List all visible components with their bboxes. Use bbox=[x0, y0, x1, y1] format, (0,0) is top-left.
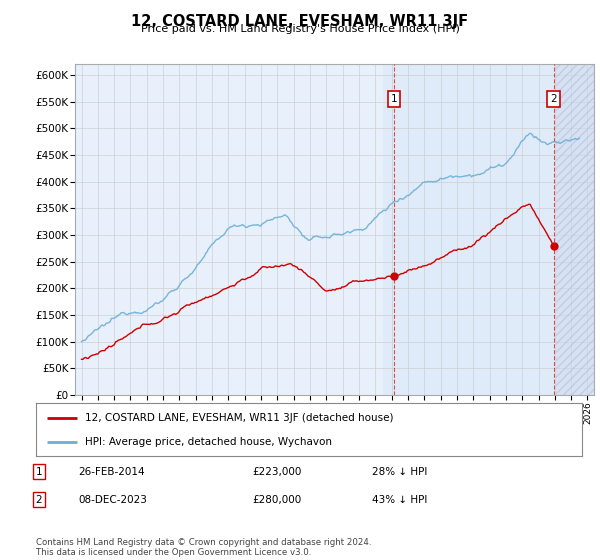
Text: Contains HM Land Registry data © Crown copyright and database right 2024.
This d: Contains HM Land Registry data © Crown c… bbox=[36, 538, 371, 557]
Text: 1: 1 bbox=[391, 94, 397, 104]
Text: 2: 2 bbox=[550, 94, 557, 104]
Text: 2: 2 bbox=[35, 494, 43, 505]
Bar bbox=[556, 64, 596, 395]
Text: 28% ↓ HPI: 28% ↓ HPI bbox=[372, 466, 427, 477]
Text: HPI: Average price, detached house, Wychavon: HPI: Average price, detached house, Wych… bbox=[85, 436, 332, 446]
Text: 1: 1 bbox=[35, 466, 43, 477]
Text: £223,000: £223,000 bbox=[252, 466, 301, 477]
Text: 43% ↓ HPI: 43% ↓ HPI bbox=[372, 494, 427, 505]
Text: 12, COSTARD LANE, EVESHAM, WR11 3JF (detached house): 12, COSTARD LANE, EVESHAM, WR11 3JF (det… bbox=[85, 413, 394, 423]
Bar bbox=[383, 64, 596, 395]
Text: 12, COSTARD LANE, EVESHAM, WR11 3JF: 12, COSTARD LANE, EVESHAM, WR11 3JF bbox=[131, 14, 469, 29]
Text: 26-FEB-2014: 26-FEB-2014 bbox=[78, 466, 145, 477]
Text: £280,000: £280,000 bbox=[252, 494, 301, 505]
Text: Price paid vs. HM Land Registry's House Price Index (HPI): Price paid vs. HM Land Registry's House … bbox=[140, 24, 460, 34]
Text: 08-DEC-2023: 08-DEC-2023 bbox=[78, 494, 147, 505]
